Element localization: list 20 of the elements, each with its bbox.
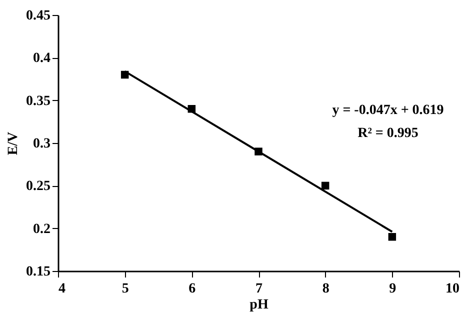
y-tick-label: 0.3 bbox=[33, 136, 50, 152]
x-axis-title: pH bbox=[250, 298, 268, 312]
y-axis-title: E/V bbox=[6, 132, 21, 156]
y-tick-label: 0.4 bbox=[33, 51, 50, 66]
annotation: y = -0.047x + 0.619 bbox=[332, 103, 444, 118]
y-tick-label: 0.25 bbox=[26, 179, 50, 194]
x-tick-label: 10 bbox=[446, 282, 460, 296]
x-tick-label: 6 bbox=[188, 282, 196, 296]
point bbox=[388, 232, 396, 241]
x-tick-label: 7 bbox=[256, 282, 262, 296]
y-tick-label: 0.2 bbox=[33, 222, 50, 237]
x-tick-label: 8 bbox=[322, 282, 330, 296]
y-tick-label: 0.15 bbox=[26, 264, 50, 280]
y-tick-label: 0.35 bbox=[26, 94, 50, 109]
point bbox=[321, 182, 330, 190]
x-tick-label: 9 bbox=[389, 282, 396, 296]
x-tick-label: 4 bbox=[58, 282, 66, 296]
x-tick-label: 5 bbox=[122, 282, 129, 296]
y-tick-label: 0.45 bbox=[26, 8, 50, 24]
annotation: R² = 0.995 bbox=[358, 126, 418, 141]
